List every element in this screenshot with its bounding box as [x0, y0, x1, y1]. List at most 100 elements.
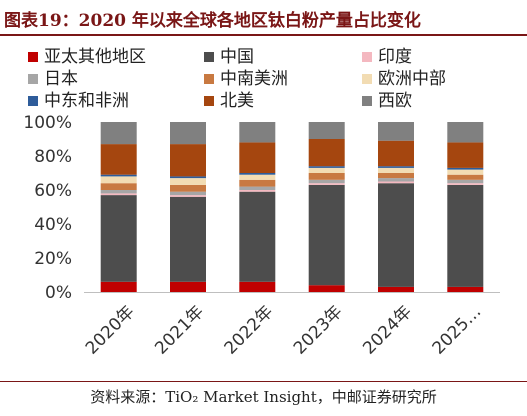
y-tick-label: 0% [45, 283, 72, 303]
bar-segment [239, 142, 276, 173]
legend-item: 西欧 [362, 91, 412, 111]
bar-segment [239, 179, 276, 187]
legend-swatch [204, 74, 214, 84]
legend-item: 中南美洲 [204, 69, 288, 89]
legend-label: 西欧 [378, 91, 412, 111]
bar-segment [308, 167, 345, 173]
source-note: 资料来源：TiO₂ Market Insight，中邮证券研究所 [90, 388, 437, 406]
bar-segment [308, 183, 345, 185]
title-divider [0, 34, 527, 36]
bar-segment [239, 186, 276, 190]
bar-segment [447, 179, 484, 184]
stacked-bar-chart: 0%20%40%60%80%100%2020年 2021年 2022年 2023年 20… [23, 113, 500, 359]
bar-segment [170, 281, 206, 292]
bar-segment [100, 195, 137, 282]
bar-segment [308, 122, 345, 139]
bar-segment [447, 122, 484, 143]
bar-segment [100, 183, 137, 190]
bar-segment [239, 190, 276, 192]
legend-item: 中东和非洲 [28, 91, 129, 111]
bar-segment [447, 286, 484, 292]
x-tick-label: 2023年 [290, 302, 347, 359]
legend-item: 日本 [28, 69, 78, 89]
bar-segment [100, 176, 137, 184]
bar-segment [308, 184, 345, 286]
bar-segment [378, 181, 414, 184]
bar-segment [239, 173, 276, 175]
source-divider [0, 381, 527, 382]
legend-swatch [28, 74, 38, 84]
legend-item: 亚太其他地区 [28, 47, 146, 67]
bar-segment [308, 173, 345, 180]
y-tick-label: 80% [34, 147, 72, 167]
bar-segment [170, 191, 206, 196]
bar-segment [100, 281, 137, 292]
bar-segment [447, 169, 484, 175]
legend-label: 亚太其他地区 [44, 47, 146, 67]
bar-segment [170, 176, 206, 179]
bar-segment [378, 173, 414, 179]
legend-label: 中东和非洲 [44, 91, 129, 111]
bar-segment [239, 191, 276, 282]
legend-label: 印度 [378, 47, 412, 67]
bar-segment [447, 142, 484, 168]
legend-item: 中国 [204, 47, 254, 67]
legend-swatch [204, 52, 214, 62]
bar-segment [100, 174, 137, 177]
bar-segment [239, 122, 276, 143]
bar-segment [239, 281, 276, 292]
bar-segment [170, 178, 206, 185]
legend-item: 欧洲中部 [362, 69, 446, 89]
bar-segment [378, 286, 414, 292]
bar-segment [447, 183, 484, 185]
bar-segment [378, 140, 414, 167]
y-tick-label: 60% [34, 181, 72, 201]
legend-swatch [362, 52, 372, 62]
bar-segment [170, 195, 206, 197]
bar-segment [447, 184, 484, 287]
x-tick-label: 2021年 [151, 302, 208, 359]
x-tick-label: 2020年 [82, 302, 139, 359]
legend-item: 印度 [362, 47, 412, 67]
bar-segment [100, 144, 137, 175]
bar-segment [170, 196, 206, 282]
bar-segment [378, 167, 414, 173]
figure-title: 图表19：2020 年以来全球各地区钛白粉产量占比变化 [4, 11, 421, 31]
y-tick-label: 40% [34, 215, 72, 235]
legend-label: 欧洲中部 [378, 69, 446, 89]
legend-label: 中国 [220, 47, 254, 67]
bar-segment [100, 190, 137, 194]
bar-segment [308, 139, 345, 167]
legend-swatch [28, 96, 38, 106]
legend-label: 日本 [44, 69, 78, 89]
bar-segment [100, 122, 137, 145]
bar-segment [170, 144, 206, 177]
legend-swatch [362, 74, 372, 84]
legend-swatch [362, 96, 372, 106]
bar-segment [447, 167, 484, 170]
legend-label: 中南美洲 [220, 69, 288, 89]
bar-segment [308, 179, 345, 184]
bar-segment [239, 174, 276, 180]
bar-segment [170, 122, 206, 145]
bar-segment [308, 166, 345, 168]
y-tick-label: 100% [23, 113, 72, 133]
legend-item: 北美 [204, 91, 254, 111]
bar-segment [378, 183, 414, 287]
y-tick-label: 20% [34, 249, 72, 269]
chart-legend: 亚太其他地区 中国 印度日本 中南美洲 欧洲中部中东和非洲 北美 西欧 [28, 47, 523, 113]
bar-segment [100, 193, 137, 196]
x-tick-label: 2024年 [359, 302, 416, 359]
x-tick-label: 2025… [429, 302, 486, 359]
bar-segment [378, 122, 414, 141]
bar-segment [170, 184, 206, 192]
bar-segment [378, 166, 414, 168]
bar-segment [378, 178, 414, 182]
legend-label: 北美 [220, 91, 254, 111]
legend-swatch [28, 52, 38, 62]
bar-segment [447, 174, 484, 180]
x-tick-label: 2022年 [221, 302, 278, 359]
title-bar: 图表19：2020 年以来全球各地区钛白粉产量占比变化 [0, 0, 527, 36]
legend-swatch [204, 96, 214, 106]
bar-segment [308, 285, 345, 292]
